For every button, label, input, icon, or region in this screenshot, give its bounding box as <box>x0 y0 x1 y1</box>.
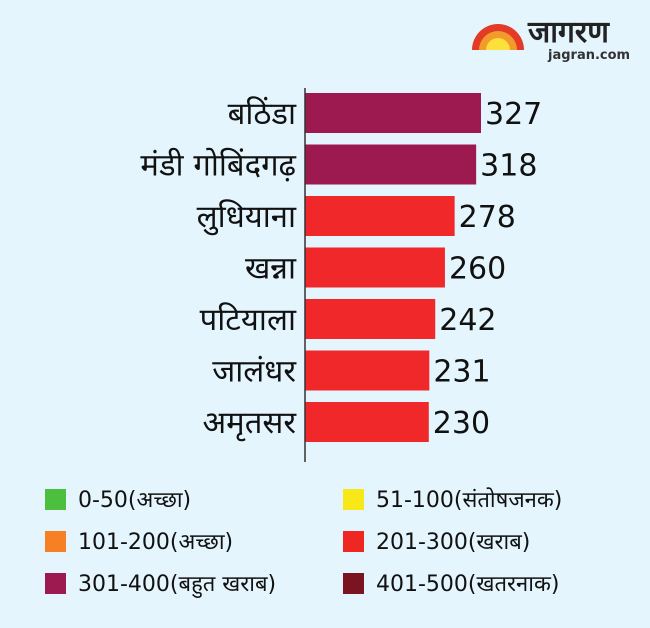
legend-label: 301-400(बहुत खराब) <box>78 572 277 597</box>
legend-swatch <box>343 572 364 594</box>
category-label: जालंधर <box>212 354 297 390</box>
legend-item: 0-50(अच्छा) <box>45 484 191 514</box>
category-label: मंडी गोबिंदगढ़ <box>140 148 296 184</box>
bar <box>305 299 436 339</box>
value-label: 242 <box>439 303 496 338</box>
legend-label: 201-300(खराब) <box>376 530 531 555</box>
legend-item: 101-200(अच्छा) <box>45 526 233 556</box>
legend-swatch <box>343 488 364 510</box>
value-label: 278 <box>459 200 516 235</box>
jagran-logo: जागरण jagran.com <box>470 14 640 66</box>
bar <box>305 144 477 185</box>
value-label: 318 <box>480 149 537 184</box>
value-label: 327 <box>485 97 542 132</box>
legend-item: 51-100(संतोषजनक) <box>343 484 562 514</box>
value-label: 260 <box>449 252 506 287</box>
category-label: बठिंडा <box>228 96 297 132</box>
bar <box>305 247 445 288</box>
legend-swatch <box>45 488 66 510</box>
bar <box>305 93 481 133</box>
bar <box>305 402 429 442</box>
legend-swatch <box>343 530 364 552</box>
category-label: लुधियाना <box>197 199 297 236</box>
legend-label: 401-500(खतरनाक) <box>376 572 560 597</box>
category-label: अमृतसर <box>202 405 297 442</box>
value-label: 230 <box>433 406 490 441</box>
sun-icon <box>472 24 524 50</box>
bar-chart: बठिंडा 327 मंडी गोबिंदगढ़ 318 लुधियाना 278 खन्… <box>140 88 542 462</box>
legend-item: 301-400(बहुत खराब) <box>45 568 276 598</box>
legend-item: 401-500(खतरनाक) <box>343 568 559 598</box>
logo-wordmark: जागरण <box>528 15 609 50</box>
bar <box>305 350 430 391</box>
category-label: पटियाला <box>200 302 297 338</box>
legend-label: 0-50(अच्छा) <box>78 488 192 513</box>
legend-swatch <box>45 530 66 552</box>
legend-swatch <box>45 572 66 594</box>
legend-label: 51-100(संतोषजनक) <box>376 488 563 513</box>
legend-label: 101-200(अच्छा) <box>78 530 234 555</box>
category-label: खन्ना <box>245 251 297 287</box>
logo-site: jagran.com <box>548 48 631 63</box>
legend-item: 201-300(खराब) <box>343 526 530 556</box>
value-label: 231 <box>433 355 490 390</box>
bar <box>305 196 455 236</box>
